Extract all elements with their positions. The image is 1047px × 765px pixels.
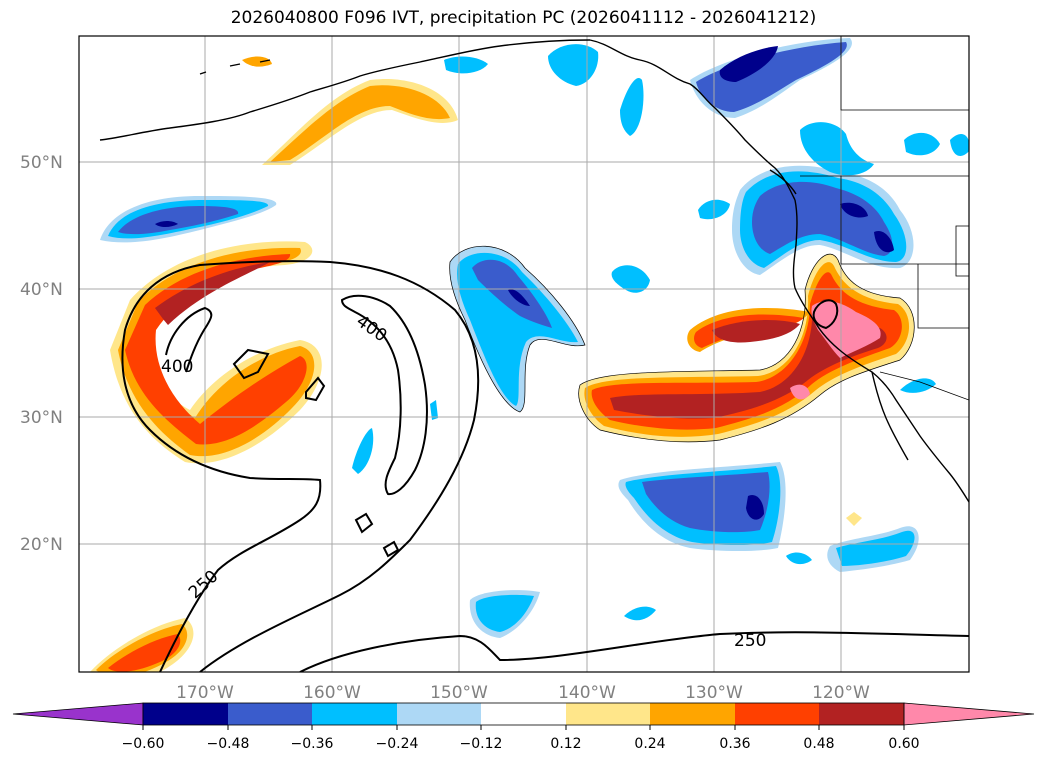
precip-region-pnw-negative-navy	[840, 202, 868, 218]
lon-label-140w: 140°W	[558, 683, 616, 703]
colorbar-tick-label: 0.48	[803, 736, 834, 752]
map-frame	[78, 35, 970, 673]
colorbar-extend-max	[903, 702, 1035, 726]
precip-region-pnw-negative-navy2	[874, 230, 894, 253]
lon-label-160w: 160°W	[303, 683, 361, 703]
precip-region-sw-corner-red	[108, 634, 181, 672]
colorbar-bin-lightblue	[397, 703, 481, 725]
precip-region-small-cyan-3	[352, 428, 374, 474]
precip-region-south-negative-navy	[746, 494, 764, 520]
ivt-contour-label-250-se: 250	[734, 631, 766, 651]
precip-region-small-yellow	[242, 56, 272, 67]
precip-region-ak-negative-3	[444, 56, 488, 74]
ivt-contour-label-400-west: 400	[161, 357, 193, 377]
lat-label-30n: 30°N	[20, 408, 63, 428]
precip-region-subtropical-ar-darkred	[610, 299, 887, 419]
precip-region-west-negative-royal	[118, 206, 239, 235]
precip-region-central-negative-cyan	[457, 252, 578, 406]
colorbar-tick-label: −0.48	[207, 736, 250, 752]
colorbar-tick-label: 0.12	[550, 736, 581, 752]
colorbar-tick-label: 0.24	[634, 736, 665, 752]
colorbar-tick-label: −0.60	[122, 736, 165, 752]
precip-region-south-small-cyan-2	[624, 606, 656, 621]
political-borders	[800, 36, 969, 401]
colorbar-tick-label: −0.12	[460, 736, 503, 752]
ivt-contour-250-outer	[299, 631, 969, 672]
precip-shading	[90, 38, 969, 672]
precip-region-subtropical-ar-pink	[811, 301, 881, 358]
colorbar-extend-min	[12, 702, 144, 726]
map-title: 2026040800 F096 IVT, precipitation PC (2…	[230, 8, 817, 28]
precip-outlines	[449, 245, 915, 443]
precip-region-subtropical-ar-darkred-loop	[712, 320, 800, 343]
graticule	[79, 36, 969, 672]
colorbar-bin-cyan	[312, 703, 397, 725]
precip-region-tiny-cyan	[786, 552, 812, 565]
coastlines	[99, 39, 969, 503]
lat-label-20n: 20°N	[20, 535, 63, 555]
precip-region-mexico-negative	[900, 378, 936, 393]
precip-region-south-small-cyan-inner	[475, 594, 534, 632]
precip-region-central-negative-navy	[508, 289, 530, 306]
map-content: 400 400 250 250	[79, 36, 969, 672]
lon-label-170w: 170°W	[176, 683, 234, 703]
colorbar-bin-orange	[650, 703, 735, 725]
precip-region-pnw-north-2	[904, 132, 940, 156]
lat-label-50n: 50°N	[20, 153, 63, 173]
colorbar: −0.60 −0.48 −0.36 −0.24 −0.12 0.12 0.24 …	[12, 702, 1035, 752]
lon-label-150w: 150°W	[430, 683, 488, 703]
lon-label-130w: 130°W	[685, 683, 743, 703]
precip-region-small-cyan-4	[430, 400, 438, 420]
precip-region-tiny-yellow	[846, 512, 862, 526]
colorbar-tick-label: 0.36	[719, 736, 750, 752]
precip-region-ak-negative-2	[620, 78, 644, 136]
precip-region-ak-negative	[548, 44, 599, 86]
colorbar-tick-label: 0.60	[888, 736, 919, 752]
colorbar-bin-navy	[143, 703, 228, 725]
colorbar-bin-white	[481, 703, 566, 725]
colorbar-bin-redorange	[735, 703, 819, 725]
colorbar-bin-royal	[228, 703, 312, 725]
precip-region-pnw-negative-royal	[752, 181, 893, 256]
ivt-contour-250-west	[121, 260, 480, 672]
precip-region-baja-negative-cyan	[836, 530, 915, 566]
precip-region-west-negative-navy	[155, 221, 178, 227]
colorbar-bin-darkred	[819, 703, 904, 725]
precip-region-west-arc-darkred	[155, 262, 270, 325]
colorbar-tick-label: −0.24	[376, 736, 419, 752]
precip-region-bc-negative-navy	[719, 46, 778, 82]
precip-region-pnw-north-3	[950, 134, 969, 156]
precip-region-small-cyan-5	[611, 265, 650, 293]
precip-region-bc-negative-royal	[696, 42, 847, 112]
lon-label-120w: 120°W	[812, 683, 870, 703]
precip-region-subtropical-ar-pink2	[790, 384, 810, 400]
precip-region-gulf-alaska-orange	[270, 85, 450, 162]
colorbar-bin-paleyellow	[566, 703, 650, 725]
lat-label-40n: 40°N	[20, 280, 63, 300]
colorbar-tick-label: −0.36	[291, 736, 334, 752]
ivt-contours	[121, 260, 969, 672]
precip-region-south-negative-royal	[642, 472, 770, 533]
ivt-contour-400	[165, 294, 428, 496]
